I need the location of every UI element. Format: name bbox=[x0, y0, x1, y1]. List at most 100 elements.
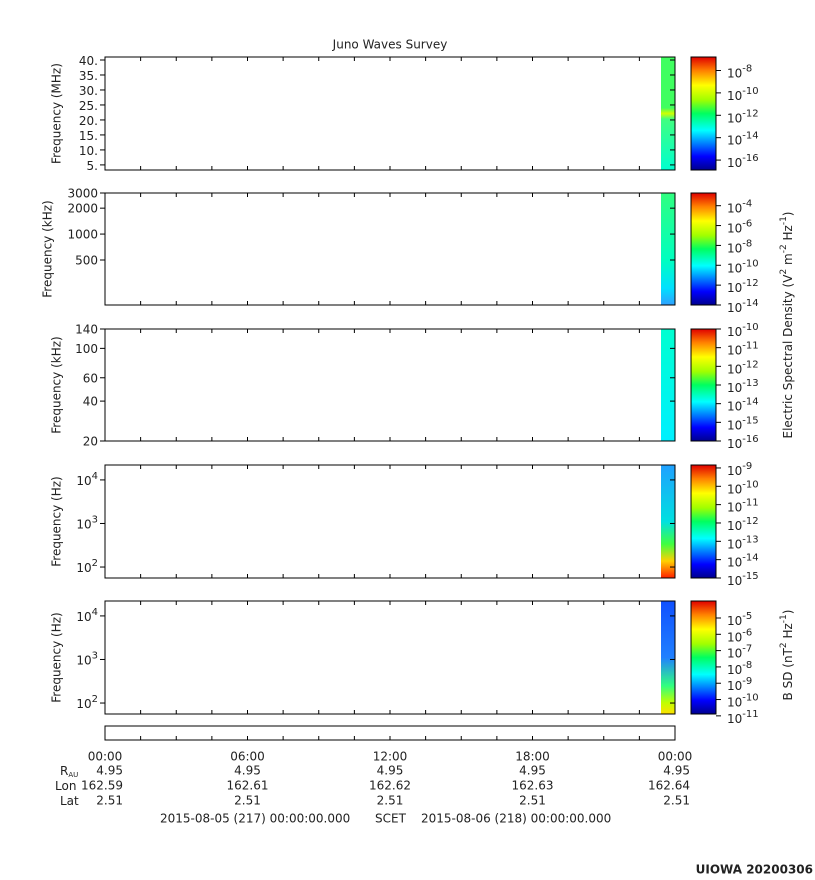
time-tick-label: 00:00 bbox=[658, 750, 693, 764]
tick-base: 10 bbox=[727, 574, 742, 588]
tick-base: 10 bbox=[727, 241, 742, 255]
tick-label: 104 bbox=[76, 607, 98, 624]
tick-label: 100 bbox=[75, 342, 98, 356]
tick-label: 10-16 bbox=[727, 153, 759, 170]
tick-base: 10 bbox=[727, 482, 742, 496]
ephemeris-value: 2.51 bbox=[519, 794, 546, 808]
tick-label: 10-12 bbox=[727, 516, 759, 533]
tick-base: 10 bbox=[727, 463, 742, 477]
tick-base: 10 bbox=[727, 679, 742, 693]
tick-label: 10-10 bbox=[727, 86, 759, 103]
plot-frame bbox=[104, 56, 676, 171]
tick-base: 10 bbox=[727, 301, 742, 315]
y-axis-label: Frequency (Hz) bbox=[50, 476, 64, 567]
tick-label: 20. bbox=[79, 113, 98, 127]
tick-base: 10 bbox=[727, 711, 742, 725]
tick-label: 103 bbox=[76, 514, 98, 531]
tick-base: 10 bbox=[727, 156, 742, 170]
tick-exponent: -12 bbox=[742, 108, 758, 119]
tick-label: 10-11 bbox=[727, 709, 759, 726]
y-axis-label: Frequency (Hz) bbox=[50, 612, 64, 703]
tick-base: 10 bbox=[727, 325, 742, 339]
tick-base: 10 bbox=[727, 399, 742, 413]
tick-base: 10 bbox=[76, 653, 91, 667]
tick-base: 20. bbox=[79, 113, 98, 127]
time-range-start: 2015-08-05 (217) 00:00:00.000 bbox=[160, 812, 350, 826]
tick-base: 10 bbox=[727, 630, 742, 644]
y-axis-label: Frequency (kHz) bbox=[50, 336, 64, 433]
tick-exponent: -7 bbox=[742, 644, 752, 655]
tick-exponent: -10 bbox=[742, 258, 758, 269]
tick-exponent: -10 bbox=[742, 479, 758, 490]
tick-label: 10-14 bbox=[727, 553, 759, 570]
ephemeris-value: 4.95 bbox=[234, 764, 261, 778]
colorbar-label: Electric Spectral Density (V2 m-2 Hz-1) bbox=[779, 211, 795, 438]
time-tick-label: 12:00 bbox=[373, 750, 408, 764]
spectrogram-strip bbox=[661, 601, 675, 714]
plot-frame bbox=[104, 600, 676, 715]
tick-exponent: -12 bbox=[742, 516, 758, 527]
tick-label: 10-14 bbox=[727, 397, 759, 414]
tick-label: 3000 bbox=[67, 187, 98, 201]
tick-label: 35. bbox=[79, 68, 98, 82]
tick-label: 10-15 bbox=[727, 415, 759, 432]
colorbar bbox=[690, 464, 717, 579]
tick-label: 10-6 bbox=[727, 219, 752, 236]
plot-frame bbox=[104, 464, 676, 579]
tick-exponent: 3 bbox=[92, 650, 98, 661]
tick-base: 10 bbox=[727, 662, 742, 676]
ephemeris-value: 2.51 bbox=[377, 794, 404, 808]
tick-label: 10-14 bbox=[727, 131, 759, 148]
tick-base: 10 bbox=[727, 111, 742, 125]
tick-label: 10-10 bbox=[727, 258, 759, 275]
tick-label: 10-8 bbox=[727, 238, 752, 255]
tick-exponent: -10 bbox=[742, 86, 758, 97]
tick-label: 10-6 bbox=[727, 627, 752, 644]
tick-exponent: -11 bbox=[742, 341, 758, 352]
tick-label: 104 bbox=[76, 471, 98, 488]
label-superscript: -2 bbox=[779, 244, 789, 253]
tick-exponent: -15 bbox=[742, 571, 758, 582]
ephemeris-value: 162.63 bbox=[512, 779, 554, 793]
tick-label: 1000 bbox=[67, 228, 98, 242]
tick-label: 102 bbox=[76, 558, 98, 575]
tick-base: 10 bbox=[76, 609, 91, 623]
tick-base: 10 bbox=[727, 362, 742, 376]
ephemeris-name: R bbox=[60, 764, 68, 778]
tick-base: 10 bbox=[727, 646, 742, 660]
tick-base: 10 bbox=[727, 88, 742, 102]
tick-exponent: -16 bbox=[742, 434, 758, 445]
tick-exponent: 4 bbox=[92, 471, 98, 482]
tick-base: 10 bbox=[727, 537, 742, 551]
time-tick-label: 06:00 bbox=[230, 750, 265, 764]
label-superscript: -1 bbox=[779, 216, 789, 225]
time-tick-label: 00:00 bbox=[88, 750, 123, 764]
tick-label: 10-11 bbox=[727, 341, 759, 358]
tick-base: 10 bbox=[76, 473, 91, 487]
tick-base: 25. bbox=[79, 98, 98, 112]
tick-base: 40. bbox=[79, 53, 98, 67]
plot-frame bbox=[104, 328, 676, 442]
tick-label: 10. bbox=[79, 143, 98, 157]
tick-base: 5. bbox=[87, 158, 98, 172]
colorbar-label: B SD (nT2 Hz-1) bbox=[779, 610, 795, 701]
ephemeris-label: Lat bbox=[60, 794, 79, 808]
ephemeris-value: 162.59 bbox=[81, 779, 123, 793]
y-axis-label: Frequency (MHz) bbox=[50, 63, 64, 164]
tick-exponent: -8 bbox=[742, 238, 752, 249]
ephemeris-value: 162.64 bbox=[648, 779, 690, 793]
time-tick-label: 18:00 bbox=[515, 750, 550, 764]
tick-label: 140 bbox=[75, 323, 98, 337]
tick-exponent: -14 bbox=[742, 397, 758, 408]
tick-base: 10 bbox=[727, 261, 742, 275]
ephemeris-value: 162.62 bbox=[369, 779, 411, 793]
tick-base: 10 bbox=[727, 518, 742, 532]
tick-label: 10-10 bbox=[727, 322, 759, 339]
tick-label: 10-13 bbox=[727, 378, 759, 395]
tick-label: 10-8 bbox=[727, 63, 752, 80]
tick-base: 35. bbox=[79, 68, 98, 82]
tick-exponent: -6 bbox=[742, 219, 752, 230]
tick-exponent: 4 bbox=[92, 607, 98, 618]
footer: UIOWA 20200306 bbox=[696, 863, 813, 877]
